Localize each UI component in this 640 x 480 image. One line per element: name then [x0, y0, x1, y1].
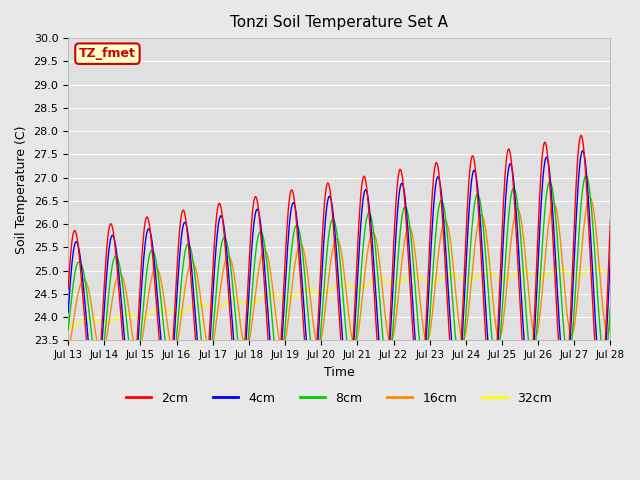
Y-axis label: Soil Temperature (C): Soil Temperature (C)	[15, 125, 28, 253]
Text: TZ_fmet: TZ_fmet	[79, 47, 136, 60]
X-axis label: Time: Time	[324, 366, 355, 379]
Legend: 2cm, 4cm, 8cm, 16cm, 32cm: 2cm, 4cm, 8cm, 16cm, 32cm	[122, 387, 557, 410]
Title: Tonzi Soil Temperature Set A: Tonzi Soil Temperature Set A	[230, 15, 448, 30]
